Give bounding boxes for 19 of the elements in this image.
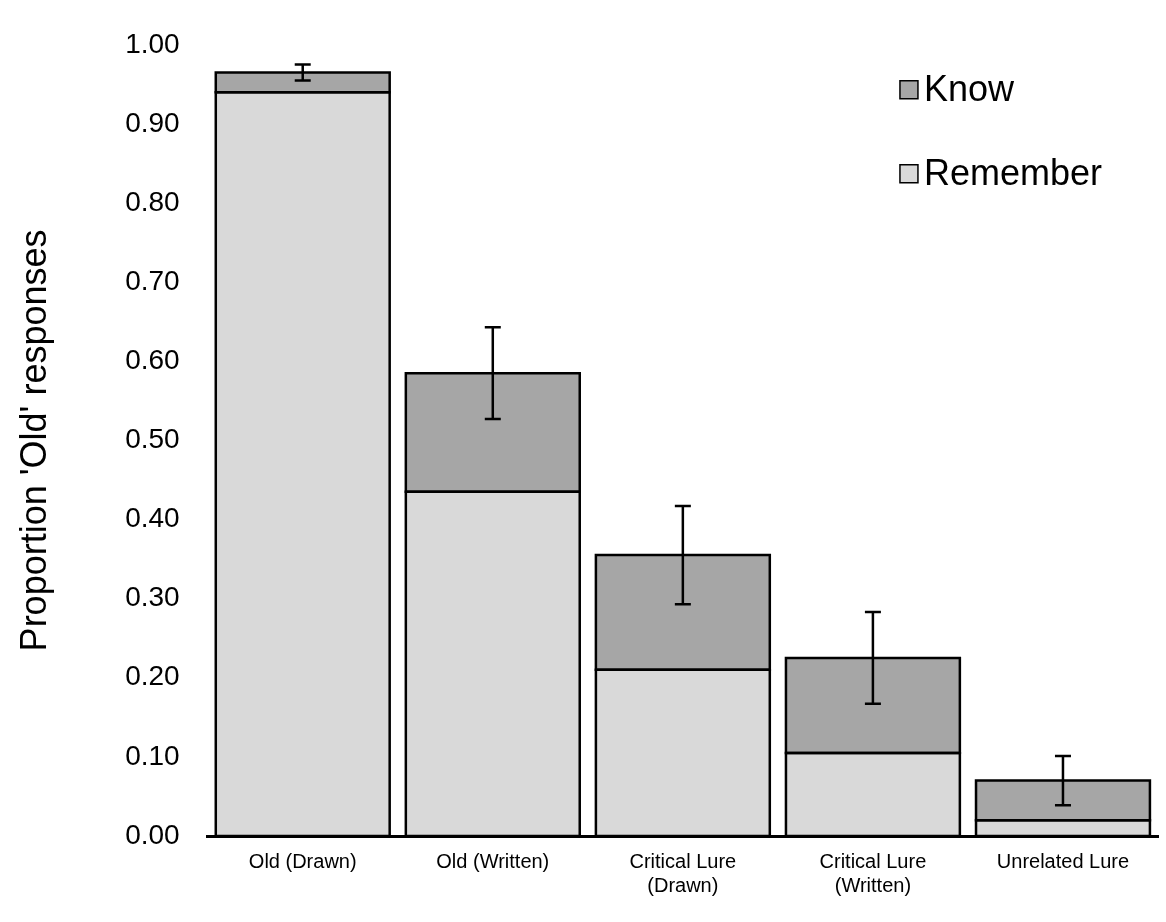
x-tick-label: Old (Drawn) bbox=[248, 849, 357, 872]
y-tick-label: 0.80 bbox=[125, 185, 180, 217]
legend-label: Remember bbox=[923, 151, 1103, 193]
legend-label: Know bbox=[923, 67, 1016, 109]
y-tick-label: 0.00 bbox=[125, 818, 180, 850]
y-tick-label: 0.50 bbox=[125, 423, 180, 455]
y-tick-label: 0.20 bbox=[125, 660, 180, 692]
y-tick-label: 0.40 bbox=[125, 502, 180, 534]
x-tick-label: Critical Lure (Drawn) bbox=[629, 849, 737, 896]
y-tick-label: 0.10 bbox=[125, 739, 180, 771]
x-tick-label: Unrelated Lure bbox=[996, 849, 1130, 872]
y-tick-label: 0.90 bbox=[125, 106, 180, 138]
y-tick-label: 1.00 bbox=[125, 27, 180, 59]
y-tick-label: 0.30 bbox=[125, 581, 180, 613]
y-tick-label: 0.60 bbox=[125, 344, 180, 375]
y-axis-title: Proportion 'Old' responses bbox=[12, 229, 54, 652]
x-tick-label: Old (Written) bbox=[436, 849, 550, 872]
x-tick-label: Critical Lure (Written) bbox=[819, 849, 927, 896]
y-tick-label: 0.70 bbox=[125, 264, 180, 296]
